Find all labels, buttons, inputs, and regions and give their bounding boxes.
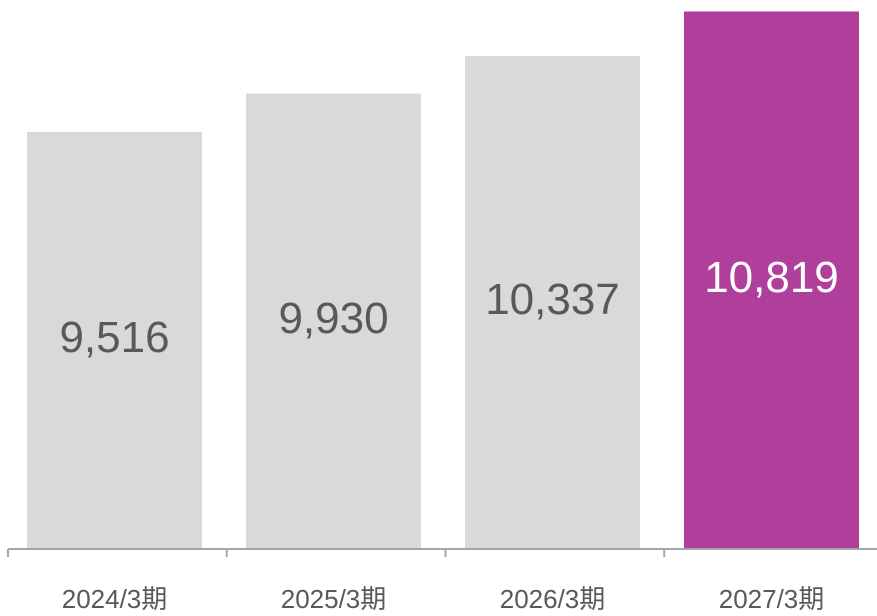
- bar: [246, 93, 421, 550]
- x-tick-label: 2026/3期: [500, 584, 606, 614]
- value-label: 10,337: [485, 275, 620, 324]
- bar: [27, 131, 202, 550]
- x-tick-label: 2027/3期: [719, 584, 825, 614]
- x-tick-label: 2024/3期: [62, 584, 168, 614]
- x-tick-label: 2025/3期: [281, 584, 387, 614]
- value-label: 10,819: [704, 253, 839, 302]
- bar: [684, 11, 859, 550]
- value-label: 9,930: [278, 294, 388, 343]
- bar: [465, 56, 640, 550]
- value-label: 9,516: [59, 313, 169, 362]
